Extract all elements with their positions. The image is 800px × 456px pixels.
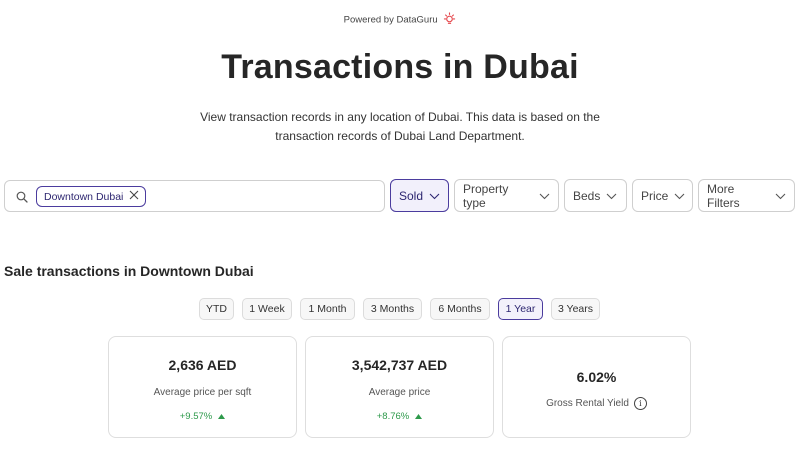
stat-label: Average price per sqft xyxy=(153,387,252,398)
stat-card-gross-rental-yield: 6.02% Gross Rental Yield i xyxy=(502,336,691,438)
property-type-filter-label: Property type xyxy=(463,181,509,210)
beds-filter-button[interactable]: Beds xyxy=(564,179,627,212)
period-tab-1-week[interactable]: 1 Week xyxy=(242,298,292,320)
stat-label-row: Gross Rental Yield i xyxy=(503,397,690,410)
location-chip: Downtown Dubai xyxy=(36,186,147,207)
period-tab-1-month[interactable]: 1 Month xyxy=(300,298,355,320)
location-chip-label: Downtown Dubai xyxy=(44,190,124,203)
powered-by: Powered by DataGuru xyxy=(0,12,800,28)
page-title: Transactions in Dubai xyxy=(221,48,579,86)
stat-change-value: +9.57% xyxy=(179,411,213,422)
more-filters-button[interactable]: More Filters xyxy=(698,179,795,212)
stat-change: +8.76% xyxy=(306,411,493,422)
chevron-down-icon xyxy=(539,189,550,203)
stat-value: 2,636 AED xyxy=(168,357,237,373)
more-filters-label: More Filters xyxy=(707,181,740,210)
beds-filter-label: Beds xyxy=(573,188,601,203)
stat-change: +9.57% xyxy=(109,411,296,422)
sold-filter-button[interactable]: Sold xyxy=(390,179,449,212)
period-tab-ytd[interactable]: YTD xyxy=(199,298,234,320)
close-icon[interactable] xyxy=(129,190,139,203)
stat-card-average-price: 3,542,737 AED Average price +8.76% xyxy=(305,336,494,438)
sold-filter-label: Sold xyxy=(399,188,424,203)
period-tab-1-year[interactable]: 1 Year xyxy=(498,298,543,320)
property-type-filter-button[interactable]: Property type xyxy=(454,179,559,212)
location-search-input[interactable]: Downtown Dubai xyxy=(4,180,385,212)
price-filter-label: Price xyxy=(641,188,669,203)
period-tab-3-years[interactable]: 3 Years xyxy=(551,298,600,320)
stat-value: 6.02% xyxy=(576,369,617,385)
lightbulb-icon xyxy=(443,12,456,28)
search-icon xyxy=(16,190,28,208)
stat-label: Gross Rental Yield xyxy=(546,398,629,409)
price-filter-button[interactable]: Price xyxy=(632,179,693,212)
chevron-down-icon xyxy=(775,189,786,203)
info-icon[interactable]: i xyxy=(633,397,647,410)
powered-by-text: Powered by DataGuru xyxy=(343,14,438,26)
period-tab-6-months[interactable]: 6 Months xyxy=(430,298,490,320)
triangle-up-icon xyxy=(218,411,226,422)
triangle-up-icon xyxy=(415,411,423,422)
period-tab-3-months[interactable]: 3 Months xyxy=(363,298,422,320)
stat-card-price-per-sqft: 2,636 AED Average price per sqft +9.57% xyxy=(108,336,297,438)
page-subtitle: View transaction records in any location… xyxy=(200,110,600,143)
chevron-down-icon xyxy=(429,189,440,203)
chevron-down-icon xyxy=(606,189,617,203)
chevron-down-icon xyxy=(674,189,685,203)
stat-value: 3,542,737 AED xyxy=(351,357,448,373)
section-title: Sale transactions in Downtown Dubai xyxy=(4,263,254,279)
stat-label: Average price xyxy=(368,387,431,398)
stat-change-value: +8.76% xyxy=(376,411,410,422)
